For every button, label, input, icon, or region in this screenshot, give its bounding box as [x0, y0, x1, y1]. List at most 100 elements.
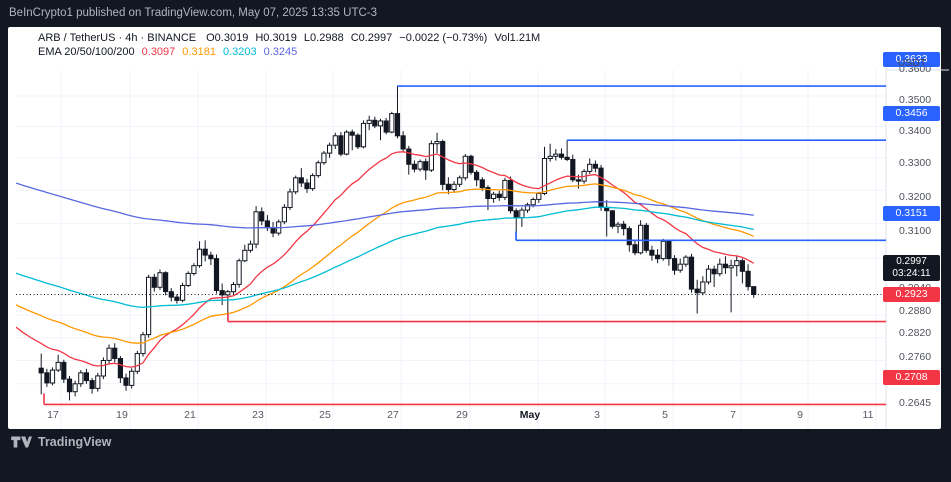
- candle: [168, 288, 174, 302]
- candle: [615, 221, 621, 234]
- candle: [694, 279, 700, 314]
- candle: [366, 115, 372, 131]
- symbol-row: ARB / TetherUS · 4h · BINANCE O0.3019 H0.3…: [38, 31, 547, 45]
- candle: [360, 120, 367, 149]
- candle: [151, 273, 157, 292]
- candle: [626, 226, 632, 252]
- candle: [570, 154, 576, 183]
- candle: [406, 145, 412, 175]
- ema-20-line: [16, 151, 755, 368]
- candle: [739, 258, 745, 284]
- high-value: H0.3019: [255, 32, 297, 44]
- ema-100-line: [16, 206, 754, 309]
- candle: [208, 251, 214, 265]
- candle: [700, 276, 706, 296]
- chart-panel[interactable]: ARB / TetherUS · 4h · BINANCE O0.3019 H0.3…: [8, 27, 949, 433]
- time-tick-label: 25: [319, 409, 331, 421]
- candle: [349, 129, 355, 151]
- change-value: −0.0022 (−0.73%): [399, 32, 488, 44]
- candle: [281, 204, 287, 225]
- ema100-value: 0.3203: [222, 46, 257, 58]
- price-tick-label: 0.3200: [899, 191, 932, 203]
- candle: [44, 368, 50, 387]
- candle: [558, 148, 565, 160]
- grid: [16, 70, 886, 432]
- price-axis-unit-label: USDT: [897, 57, 927, 69]
- candle: [140, 332, 146, 357]
- time-tick-label: 29: [456, 409, 468, 421]
- candle: [491, 191, 497, 203]
- horizontal-ray[interactable]: [43, 393, 886, 406]
- candle: [230, 282, 237, 295]
- candle: [315, 160, 321, 178]
- price-chart[interactable]: [8, 27, 951, 482]
- candle: [293, 175, 299, 195]
- candle: [457, 175, 463, 187]
- time-tick-label: 17: [47, 409, 59, 421]
- candle: [287, 188, 293, 211]
- current-price-badge: 0.2997 03:24:11: [883, 255, 940, 281]
- candle: [383, 117, 389, 135]
- candle: [344, 130, 350, 156]
- candle: [462, 154, 468, 181]
- low-value: L0.2988: [303, 32, 344, 44]
- candle: [705, 265, 712, 285]
- horizontal-ray[interactable]: [515, 231, 886, 242]
- candle: [72, 380, 78, 397]
- ema50-value: 0.3181: [182, 46, 216, 58]
- price-tick-label: 0.2645: [899, 397, 932, 409]
- candle: [196, 241, 203, 268]
- candle: [411, 160, 417, 173]
- candle: [259, 207, 265, 226]
- candle: [394, 86, 401, 139]
- tradingview-brand[interactable]: TradingView: [38, 435, 112, 449]
- candle: [638, 220, 644, 255]
- price-level-badge: 0.3151: [883, 206, 940, 221]
- candle: [298, 168, 304, 187]
- candle: [587, 158, 593, 174]
- candle: [163, 271, 169, 296]
- candle: [372, 116, 378, 129]
- candle: [711, 265, 717, 287]
- candle: [496, 190, 502, 201]
- candle: [609, 210, 615, 229]
- horizontal-ray[interactable]: [227, 313, 886, 323]
- price-level-badge: 0.3633: [883, 52, 940, 67]
- time-tick-label: 9: [797, 409, 803, 421]
- candle: [677, 258, 683, 273]
- candle: [440, 139, 446, 191]
- candle: [524, 202, 531, 213]
- candle: [100, 357, 107, 380]
- candle: [247, 240, 254, 253]
- candle: [112, 343, 118, 363]
- candle: [327, 142, 333, 158]
- candle: [592, 160, 598, 173]
- candle: [304, 178, 310, 193]
- candle: [547, 143, 553, 162]
- candle: [95, 372, 101, 392]
- candle: [38, 353, 44, 395]
- bar-countdown: 03:24:11: [892, 268, 931, 279]
- candle: [332, 132, 338, 149]
- candle: [445, 177, 451, 195]
- price-tick-label: 0.2760: [899, 351, 932, 363]
- candle: [185, 271, 191, 287]
- time-tick-label: May: [519, 409, 541, 421]
- candle: [389, 111, 395, 134]
- candle: [83, 368, 90, 384]
- candle: [355, 133, 361, 149]
- time-tick-label: 27: [387, 409, 399, 421]
- price-tick-label: 0.3500: [899, 94, 932, 106]
- candle: [89, 377, 95, 394]
- price-level-badge: 0.2923: [883, 287, 940, 302]
- candle: [683, 255, 689, 267]
- candle: [310, 173, 316, 191]
- current-price-value: 0.2997: [896, 256, 927, 267]
- ema200-value: 0.3245: [263, 46, 298, 58]
- tradingview-logo-icon[interactable]: [10, 435, 32, 449]
- ema20-value: 0.3097: [141, 46, 176, 58]
- candle: [474, 170, 480, 187]
- ema-200-line: [16, 182, 754, 229]
- time-tick-label: 11: [862, 409, 874, 421]
- candle: [434, 132, 440, 154]
